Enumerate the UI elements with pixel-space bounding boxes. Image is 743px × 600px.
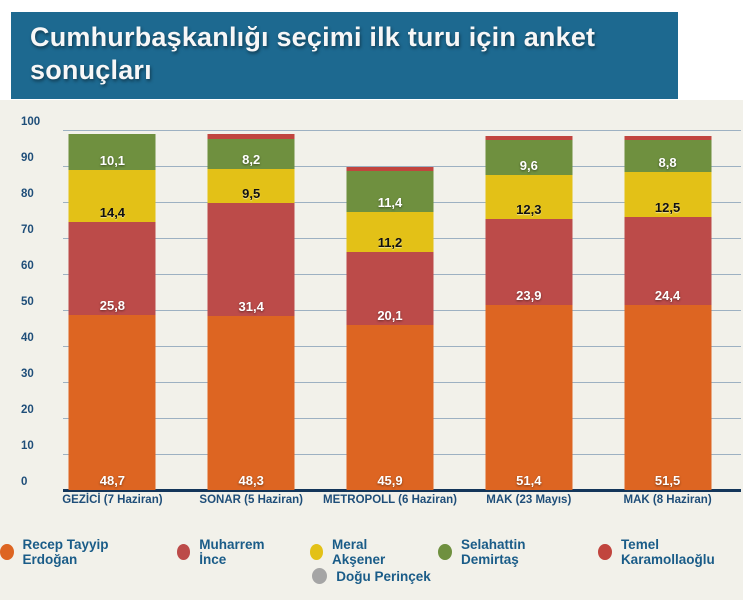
bar-segment-label: 9,6 [519, 157, 538, 173]
bar-column: 11,4 11,2 20,1 45,9 [321, 130, 460, 490]
bar-segment [207, 134, 295, 140]
legend-item: Meral Akşener [309, 537, 415, 567]
x-axis-label: MAK (8 Haziran) [623, 494, 712, 506]
bar-column: 8,2 9,5 31,4 48,3 [182, 130, 321, 490]
bar-stack: 10,1 14,4 25,8 48,7 [68, 133, 156, 490]
y-tick-label: 10 [21, 440, 34, 452]
legend-label: Selahattin Demirtaş [460, 537, 526, 567]
chart-title-banner: Cumhurbaşkanlığı seçimi ilk turu için an… [11, 12, 678, 99]
bar-segment: 9,6 [485, 140, 573, 175]
legend-label: Muharrem İnce [199, 537, 265, 567]
bar-column: 8,8 12,5 24,4 51,5 [598, 130, 737, 490]
bar-segment: 51,5 [624, 304, 712, 490]
y-tick-label: 20 [21, 404, 34, 416]
bars-row: 10,1 14,4 25,8 48,7 8,2 9,5 31,4 48,3 11,4 11,2 20… [43, 130, 737, 490]
bar-stack: 8,2 9,5 31,4 48,3 [207, 134, 295, 490]
axis-baseline [63, 489, 741, 492]
bar-segment-label: 51,5 [654, 473, 681, 488]
bar-segment-label: 11,2 [377, 235, 403, 251]
page-title: Cumhurbaşkanlığı seçimi ilk turu için an… [30, 21, 596, 85]
y-tick-label: 90 [21, 152, 34, 164]
bar-segment: 45,9 [346, 324, 434, 490]
legend-circle-icon [0, 544, 14, 560]
bar-segment-label: 12,3 [516, 201, 542, 217]
bar-stack: 9,6 12,3 23,9 51,4 [485, 135, 573, 490]
y-tick-label: 80 [21, 188, 34, 200]
bar-segment-label: 9,5 [242, 186, 261, 202]
legend-circle-icon [176, 544, 191, 560]
legend-item: Recep Tayyip Erdoğan [0, 537, 153, 567]
bar-segment: 14,4 [68, 169, 156, 222]
bar-stack: 11,4 11,2 20,1 45,9 [346, 167, 434, 490]
bar-segment-label: 31,4 [238, 299, 264, 315]
bar-segment [346, 167, 434, 172]
gridline [63, 130, 741, 131]
gridline [63, 166, 741, 167]
y-tick-label: 70 [21, 224, 34, 236]
x-axis-label: SONAR (5 Haziran) [199, 494, 303, 506]
bar-segment: 24,4 [624, 216, 712, 305]
legend-circle-icon [598, 544, 612, 560]
bar-segment: 51,4 [485, 304, 573, 490]
y-tick-label: 30 [21, 368, 34, 380]
x-axis-label: METROPOLL (6 Haziran) [323, 494, 457, 506]
legend-label: Temel Karamollaoğlu [620, 537, 715, 567]
bar-segment-label: 14,4 [99, 204, 126, 220]
legend-label: Recep Tayyip Erdoğan [22, 537, 109, 567]
bar-segment: 8,8 [624, 140, 712, 172]
bar-column: 10,1 14,4 25,8 48,7 [43, 130, 182, 490]
chart-area: 0 10 20 30 40 50 60 70 80 90 100 10,1 14,4 25,8 48,7 8… [0, 100, 743, 600]
bar-segment-label: 23,9 [516, 287, 542, 303]
bar-segment-label: 20,1 [377, 307, 403, 323]
bar-segment-label: 12,5 [654, 199, 681, 215]
bar-segment-label: 11,4 [377, 195, 403, 211]
legend-circle-icon [312, 568, 328, 584]
x-axis-label: MAK (23 Mayıs) [486, 494, 572, 506]
bar-segment: 11,4 [346, 171, 434, 213]
bar-segment-label: 25,8 [99, 297, 126, 313]
bar-segment: 9,5 [207, 168, 295, 204]
y-tick-label: 50 [21, 296, 34, 308]
bar-segment: 11,2 [346, 212, 434, 253]
legend-label: Doğu Perinçek [336, 568, 431, 584]
bar-segment: 8,2 [207, 139, 295, 169]
legend-item: Muharrem İnce [176, 537, 286, 567]
bar-segment: 20,1 [346, 252, 434, 325]
legend-label: Meral Akşener [331, 537, 386, 567]
legend-item: Doğu Perinçek [312, 568, 431, 584]
legend-row-2: Doğu Perinçek [0, 568, 743, 584]
legend-item: Selahattin Demirtaş [438, 537, 574, 567]
y-tick-label: 0 [21, 476, 28, 488]
bar-segment [624, 135, 712, 141]
bar-segment-label: 24,4 [654, 287, 681, 303]
bar-segment: 23,9 [485, 218, 573, 305]
bar-segment: 25,8 [68, 221, 156, 315]
x-axis-label: GEZİCİ (7 Haziran) [62, 494, 163, 506]
bar-segment-label: 8,2 [242, 151, 261, 167]
x-axis-labels: GEZİCİ (7 Haziran) SONAR (5 Haziran) METRO… [43, 494, 737, 506]
y-tick-label: 100 [21, 116, 41, 128]
legend-circle-icon [438, 544, 452, 560]
bar-segment: 31,4 [207, 203, 295, 317]
bar-segment-label: 48,7 [99, 473, 126, 488]
bar-segment: 48,7 [68, 314, 156, 490]
bar-segment [485, 135, 573, 141]
bar-segment-label: 51,4 [516, 473, 542, 488]
bar-segment: 48,3 [207, 316, 295, 490]
bar-column: 9,6 12,3 23,9 51,4 [459, 130, 598, 490]
y-tick-label: 40 [21, 332, 34, 344]
bar-segment-label: 10,1 [99, 152, 126, 168]
bar-segment-label: 48,3 [238, 473, 264, 488]
y-tick-label: 60 [21, 260, 34, 272]
bar-segment-label: 8,8 [658, 154, 677, 170]
bar-segment: 12,5 [624, 171, 712, 217]
bar-segment-label: 45,9 [377, 473, 403, 488]
bar-stack: 8,8 12,5 24,4 51,5 [624, 135, 712, 490]
legend-item: Temel Karamollaoğlu [598, 537, 743, 567]
legend-circle-icon [309, 544, 323, 560]
legend-row-1: Recep Tayyip Erdoğan Muharrem İnce Meral A… [0, 537, 743, 567]
bar-segment: 10,1 [68, 133, 156, 170]
bar-segment: 12,3 [485, 174, 573, 219]
